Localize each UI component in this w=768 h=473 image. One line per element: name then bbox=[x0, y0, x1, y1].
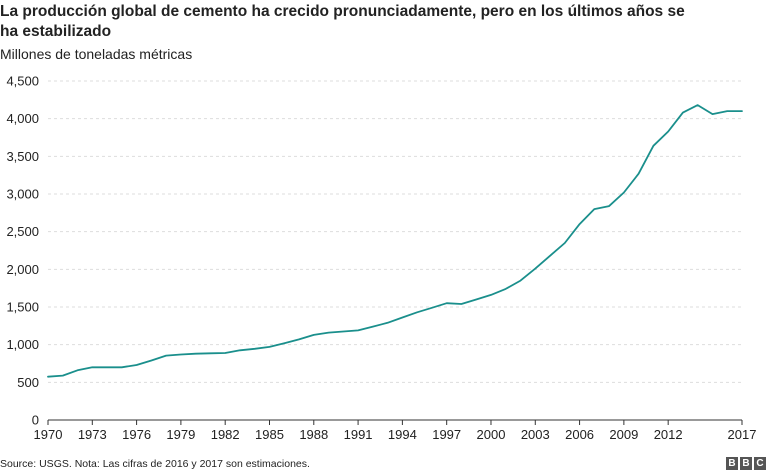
x-tick-label: 2003 bbox=[521, 427, 550, 442]
x-tick-label: 2009 bbox=[609, 427, 638, 442]
x-tick-label: 1970 bbox=[34, 427, 63, 442]
source-note: Source: USGS. Nota: Las cifras de 2016 y… bbox=[0, 458, 310, 470]
x-tick-label: 1976 bbox=[122, 427, 151, 442]
series-line bbox=[47, 104, 743, 378]
y-tick-label: 2,500 bbox=[6, 224, 39, 239]
y-tick-label: 500 bbox=[17, 375, 39, 390]
bbc-logo-letter: B bbox=[740, 457, 752, 470]
x-tick-label: 1985 bbox=[255, 427, 284, 442]
x-tick-label: 1979 bbox=[166, 427, 195, 442]
bbc-logo: B B C bbox=[726, 457, 766, 470]
y-tick-label: 4,000 bbox=[6, 111, 39, 126]
y-tick-label: 2,000 bbox=[6, 262, 39, 277]
x-tick-label: 1994 bbox=[388, 427, 417, 442]
x-tick-label: 1997 bbox=[432, 427, 461, 442]
x-tick-label: 1991 bbox=[344, 427, 373, 442]
y-tick-label: 3,000 bbox=[6, 187, 39, 202]
x-tick-label: 1988 bbox=[299, 427, 328, 442]
bbc-logo-letter: B bbox=[726, 457, 738, 470]
x-tick-label: 1982 bbox=[211, 427, 240, 442]
bbc-logo-letter: C bbox=[754, 457, 766, 470]
chart-title: La producción global de cemento ha creci… bbox=[0, 3, 685, 40]
y-tick-label: 1,000 bbox=[6, 337, 39, 352]
y-tick-label: 0 bbox=[32, 413, 39, 428]
y-tick-label: 4,500 bbox=[6, 74, 39, 89]
y-tick-label: 1,500 bbox=[6, 300, 39, 315]
x-tick-label: 2000 bbox=[477, 427, 506, 442]
x-tick-label: 2017 bbox=[728, 427, 757, 442]
x-tick-label: 2006 bbox=[565, 427, 594, 442]
y-axis-label: Millones de toneladas métricas bbox=[0, 46, 193, 62]
x-tick-label: 1973 bbox=[78, 427, 107, 442]
x-tick-label: 2012 bbox=[654, 427, 683, 442]
y-tick-label: 3,500 bbox=[6, 149, 39, 164]
